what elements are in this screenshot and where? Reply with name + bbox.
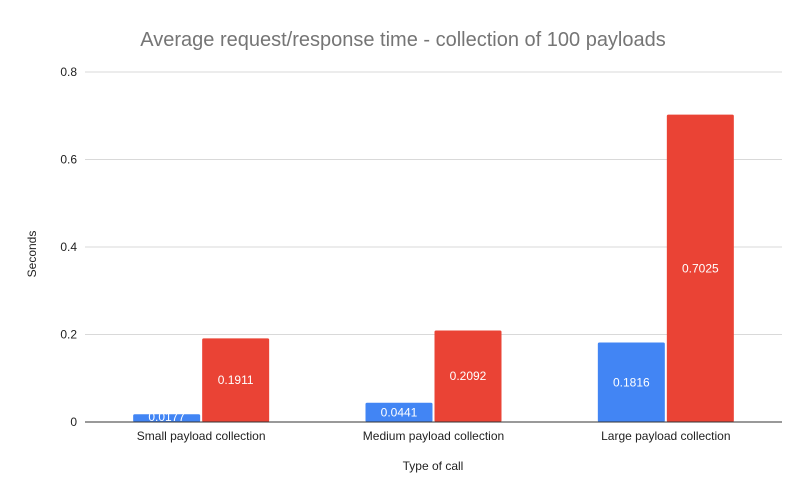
bar [666,114,734,422]
bar [202,338,270,422]
y-tick-label: 0.6 [60,153,77,167]
chart-title: Average request/response time - collecti… [140,29,666,51]
data-label: 0.7025 [682,261,719,275]
y-tick-label: 0 [70,415,77,429]
x-tick-label: Medium payload collection [363,429,504,443]
y-axis-title: Seconds [25,231,39,278]
data-label: 0.2092 [450,369,487,383]
bar [434,330,502,422]
y-tick-label: 0.4 [60,240,77,254]
y-tick-label: 0.8 [60,65,77,79]
y-axis-ticks: 0 0.2 0.4 0.6 0.8 [60,65,77,429]
bars [133,114,734,422]
bar [597,342,665,422]
data-label: 0.0177 [148,410,185,424]
bar [365,402,433,422]
x-tick-label: Small payload collection [137,429,266,443]
x-axis-title: Type of call [403,459,464,473]
data-label: 0.1911 [218,373,254,387]
bar [133,414,201,422]
x-axis-ticks: Small payload collection Medium payload c… [137,429,731,443]
gridlines [85,71,782,335]
data-label: 0.0441 [381,405,418,419]
y-tick-label: 0.2 [60,328,77,342]
x-tick-label: Large payload collection [601,429,730,443]
data-label: 0.1816 [613,375,650,389]
data-labels: 0.0177 0.1911 0.0441 0.2092 0.1816 0.7025 [148,261,719,424]
